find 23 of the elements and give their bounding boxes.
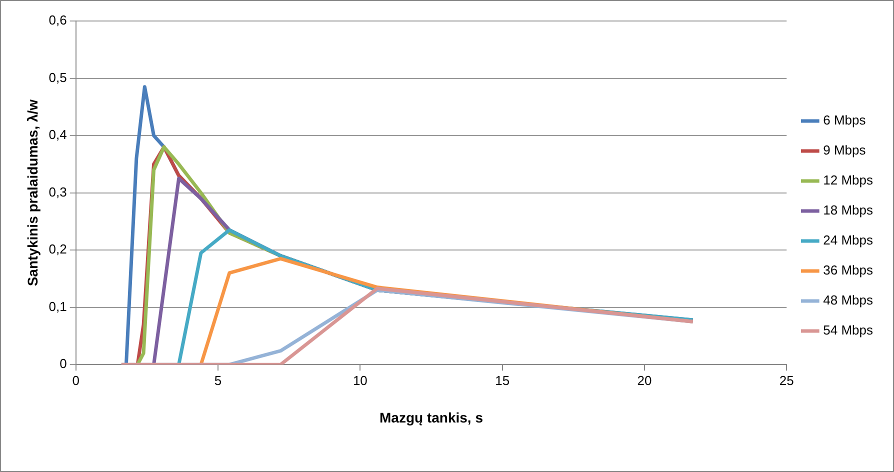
legend-label: 12 Mbps bbox=[823, 172, 874, 188]
legend-label: 6 Mbps bbox=[823, 112, 866, 128]
x-tick-label: 5 bbox=[214, 372, 222, 388]
y-tick-label: 0,6 bbox=[48, 12, 67, 28]
x-tick-label: 25 bbox=[779, 372, 794, 388]
y-tick-label: 0,4 bbox=[48, 127, 67, 142]
y-tick-label: 0,5 bbox=[48, 70, 67, 85]
y-tick-label: 0 bbox=[60, 356, 67, 372]
y-axis-title: Santykinis pralaidumas, λ/w bbox=[24, 99, 40, 286]
x-tick-label: 20 bbox=[637, 372, 652, 388]
x-tick-label: 10 bbox=[352, 372, 368, 388]
legend-label: 9 Mbps bbox=[823, 142, 866, 158]
y-tick-label: 0,3 bbox=[48, 184, 67, 200]
y-tick-label: 0,2 bbox=[48, 242, 67, 257]
x-axis-title: Mazgų tankis, s bbox=[380, 409, 484, 426]
legend-label: 54 Mbps bbox=[823, 322, 874, 338]
x-tick-label: 0 bbox=[72, 372, 80, 388]
legend-label: 24 Mbps bbox=[823, 232, 874, 248]
legend-label: 18 Mbps bbox=[823, 202, 874, 218]
x-tick-label: 15 bbox=[495, 372, 510, 388]
legend-label: 36 Mbps bbox=[823, 262, 874, 278]
y-tick-label: 0,1 bbox=[48, 298, 67, 314]
legend-label: 48 Mbps bbox=[823, 292, 874, 308]
